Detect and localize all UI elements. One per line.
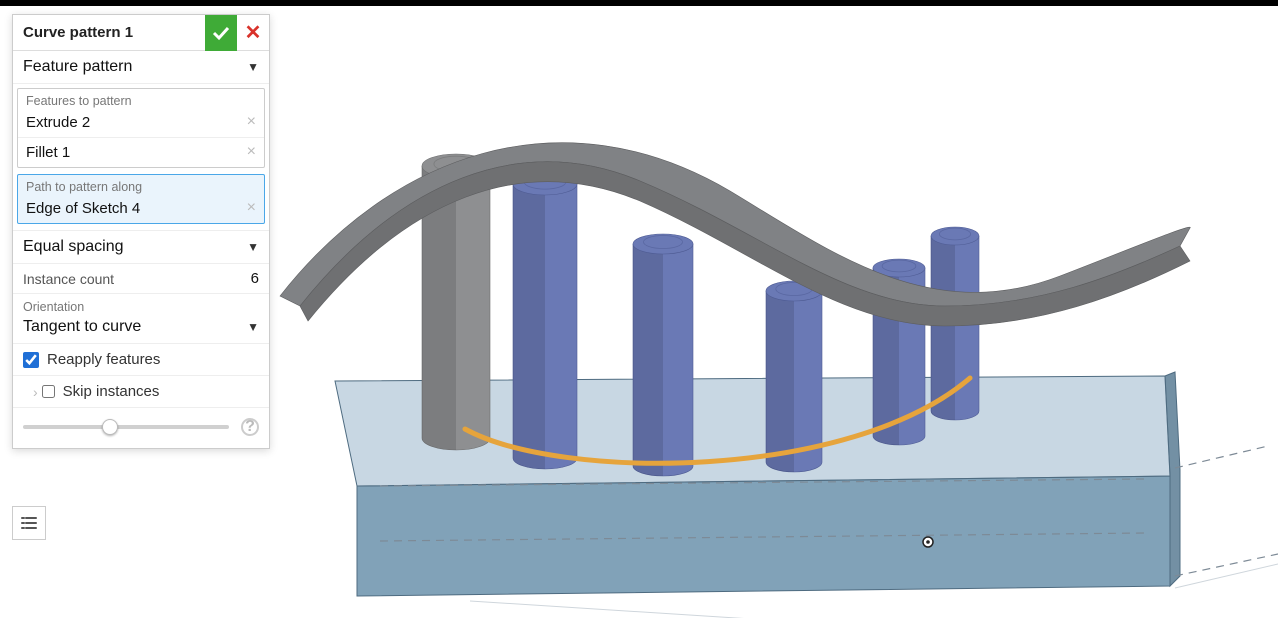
opacity-slider[interactable] [23,425,229,429]
skip-instances-row[interactable]: › Skip instances [13,376,269,408]
spacing-value: Equal spacing [23,238,124,256]
remove-feature-icon[interactable]: × [247,143,256,161]
list-icon [19,513,39,533]
cancel-button[interactable]: ✕ [237,15,269,51]
orientation-select[interactable]: Tangent to curve ▼ [13,316,269,344]
skip-instances-label: Skip instances [63,383,160,400]
path-label: Path to pattern along [18,175,264,194]
path-to-pattern-field[interactable]: Path to pattern along Edge of Sketch 4 × [17,174,265,224]
dialog-title: Curve pattern 1 [13,24,205,41]
feature-list-toggle[interactable] [12,506,46,540]
pattern-type-select[interactable]: Feature pattern ▼ [13,51,269,84]
feature-chip-label: Fillet 1 [26,144,70,161]
skip-instances-checkbox[interactable] [42,385,55,398]
reapply-features-checkbox[interactable] [23,352,39,368]
instance-count-label: Instance count [23,271,209,287]
reapply-features-row[interactable]: Reapply features [13,344,269,376]
reapply-features-label: Reapply features [47,351,160,368]
remove-feature-icon[interactable]: × [247,113,256,131]
chevron-down-icon: ▼ [247,320,259,334]
features-to-pattern-field[interactable]: Features to pattern Extrude 2 × Fillet 1 × [17,88,265,168]
pattern-type-value: Feature pattern [23,58,132,76]
features-label: Features to pattern [18,89,264,108]
check-icon [211,23,231,43]
orientation-value: Tangent to curve [23,318,141,336]
chevron-right-icon: › [33,384,38,400]
feature-chip-label: Extrude 2 [26,114,90,131]
path-value: Edge of Sketch 4 [26,200,140,217]
confirm-button[interactable] [205,15,237,51]
close-icon: ✕ [245,20,262,45]
orientation-label: Orientation [13,294,269,316]
slider-thumb[interactable] [102,419,118,435]
feature-dialog: Curve pattern 1 ✕ Feature pattern ▼ Feat… [12,14,270,449]
feature-chip[interactable]: Fillet 1 × [18,137,264,167]
instance-count-input[interactable] [209,270,259,287]
chevron-down-icon: ▼ [247,240,259,254]
chevron-down-icon: ▼ [247,60,259,74]
remove-path-icon[interactable]: × [247,199,256,217]
spacing-select[interactable]: Equal spacing ▼ [13,230,269,264]
instance-count-row: Instance count [13,264,269,294]
feature-chip[interactable]: Extrude 2 × [18,108,264,137]
help-icon[interactable]: ? [241,418,259,436]
